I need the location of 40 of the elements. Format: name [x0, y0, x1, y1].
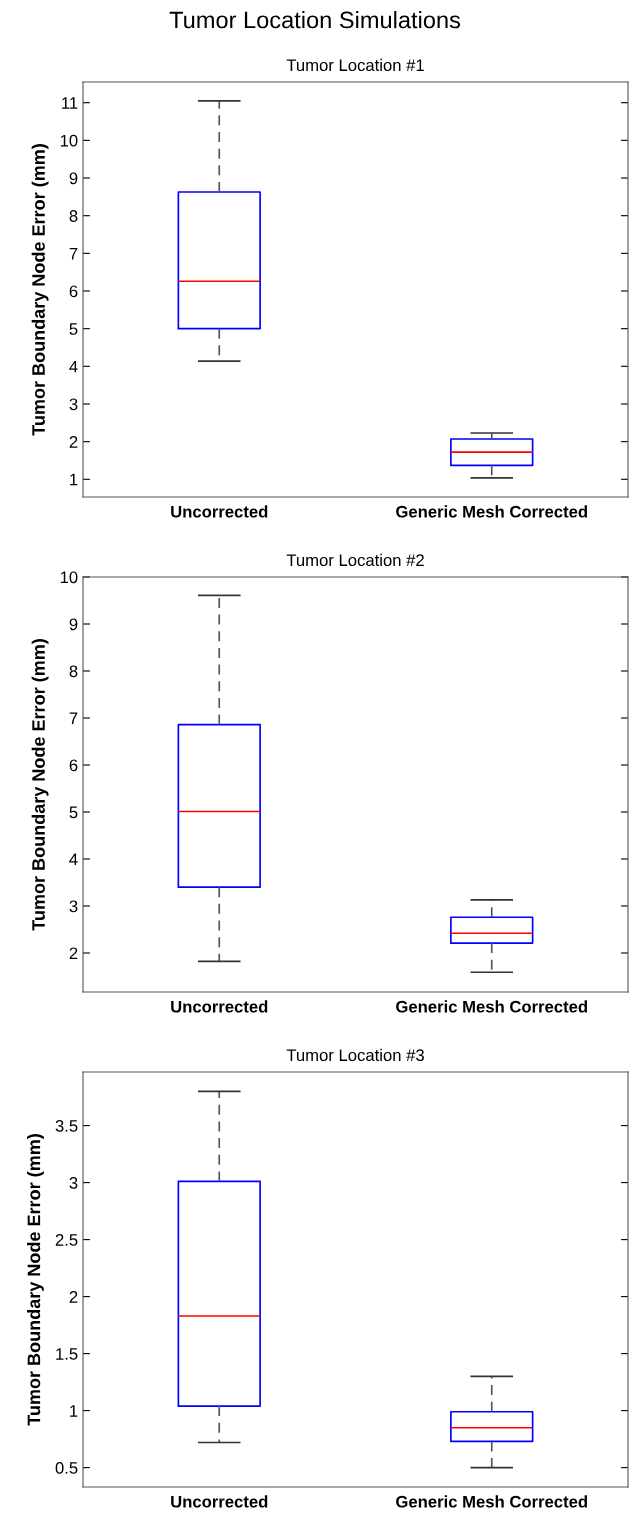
y-tick-label: 10	[60, 571, 78, 584]
y-tick-label: 6	[69, 285, 78, 298]
y-tick-label: 3	[69, 398, 78, 411]
y-tick-label: 5	[69, 323, 78, 335]
y-tick-label: 10	[60, 134, 78, 147]
y-tick-label: 8	[69, 665, 78, 678]
y-tick-label: 9	[69, 618, 78, 631]
y-axis-title: Tumor Boundary Node Error (mm)	[31, 639, 49, 931]
y-axis-title: Tumor Boundary Node Error (mm)	[31, 144, 49, 436]
y-tick-label: 0.5	[55, 1462, 78, 1474]
y-tick-label: 8	[69, 210, 78, 222]
x-tick-label: Generic Mesh Corrected	[396, 1000, 587, 1013]
y-tick-label: 5	[69, 806, 78, 819]
x-tick-label: Uncorrected	[171, 1000, 268, 1013]
y-tick-label: 3.5	[55, 1119, 78, 1132]
x-tick-label: Uncorrected	[171, 505, 268, 518]
y-tick-label: 4	[69, 360, 78, 373]
y-tick-label: 6	[69, 759, 78, 772]
text: Tumor Location Simulations	[169, 11, 461, 29]
chart-title: Tumor Location #3	[286, 1048, 424, 1062]
y-tick-label: 9	[69, 172, 78, 185]
y-tick-label: 2.5	[55, 1234, 78, 1246]
y-tick-label: 1.5	[56, 1348, 78, 1360]
y-tick-label: 3	[69, 900, 78, 913]
y-tick-label: 2	[69, 947, 78, 960]
chart-title: Tumor Location #2	[286, 553, 424, 567]
y-tick-label: 7	[69, 712, 78, 725]
y-tick-label: 1	[70, 1405, 78, 1417]
y-axis-title: Tumor Boundary Node Error (mm)	[27, 1134, 44, 1426]
x-tick-label: Generic Mesh Corrected	[396, 505, 587, 518]
y-tick-label: 4	[69, 853, 78, 866]
x-tick-label: Generic Mesh Corrected	[396, 1495, 587, 1508]
y-tick-label: 3	[69, 1176, 78, 1189]
y-tick-label: 2	[69, 436, 78, 448]
y-tick-label: 7	[69, 247, 78, 260]
y-tick-label: 2	[69, 1291, 78, 1303]
y-tick-label: 11	[62, 97, 78, 109]
y-tick-label: 1	[70, 473, 78, 486]
chart-title: Tumor Location #1	[286, 58, 424, 72]
x-tick-label: Uncorrected	[171, 1495, 268, 1508]
